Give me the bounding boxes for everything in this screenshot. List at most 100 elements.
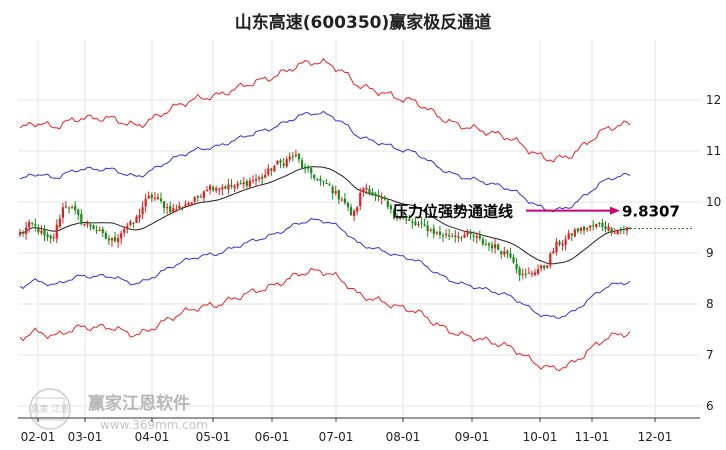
candle-body (454, 235, 457, 237)
candlestick (71, 205, 74, 209)
candlestick (518, 265, 521, 281)
candlestick (530, 270, 534, 278)
candlestick (582, 225, 586, 235)
candle-body (362, 188, 365, 192)
annotation-arrow-icon (610, 206, 620, 215)
candlestick (202, 190, 206, 203)
candlestick (331, 184, 334, 200)
candle-body (153, 197, 156, 199)
candle-body (604, 226, 607, 230)
candle-body (616, 229, 619, 235)
candlestick (162, 200, 166, 214)
candlestick (74, 201, 77, 215)
candle-body (481, 239, 484, 245)
candle-body (570, 233, 573, 236)
x-tick-label: 10-01 (523, 430, 558, 444)
candlestick (267, 164, 270, 177)
candlestick (28, 219, 31, 233)
candlestick (371, 188, 374, 196)
candle-body (273, 165, 276, 172)
candlestick (273, 165, 276, 173)
candle-body (426, 225, 429, 232)
candle-body (120, 233, 123, 239)
candle-body (227, 184, 230, 190)
candle-body (218, 188, 221, 190)
candlestick (561, 240, 564, 251)
candlestick (334, 185, 337, 196)
candle-body (242, 182, 245, 185)
candlestick (113, 232, 117, 243)
candle-body (487, 243, 491, 246)
candlestick (377, 189, 380, 202)
candle-body (589, 225, 592, 228)
x-tick-label: 11-01 (575, 430, 610, 444)
inner-lower-band (19, 217, 631, 319)
candle-body (512, 257, 515, 263)
y-tick-label: 10 (706, 195, 721, 209)
candlestick (282, 157, 285, 169)
candle-body (561, 243, 564, 246)
candle-body (89, 224, 92, 227)
candle-body (356, 207, 359, 212)
y-tick-label: 8 (706, 297, 714, 311)
candlestick (340, 196, 343, 202)
candle-body (533, 272, 537, 275)
candlestick (205, 185, 209, 192)
candle-body (310, 167, 313, 174)
candle-body (245, 181, 248, 186)
candlestick (475, 232, 478, 244)
candle-body (518, 268, 521, 276)
candlestick (300, 157, 304, 169)
candlestick (264, 169, 267, 179)
candlestick (297, 153, 301, 164)
candle-body (294, 154, 297, 156)
candlestick (444, 229, 448, 239)
candle-body (402, 216, 405, 218)
candlestick (92, 224, 95, 230)
candlestick (619, 227, 622, 235)
candlestick (181, 206, 184, 211)
candle-body (251, 180, 255, 182)
y-tick-label: 11 (706, 144, 721, 158)
candle-body (411, 221, 414, 223)
candlestick (144, 193, 147, 213)
annotation-value: 9.8307 (622, 203, 680, 221)
candlestick (399, 216, 402, 221)
candlestick (555, 238, 558, 256)
candlestick (58, 214, 61, 229)
candlestick (218, 187, 221, 196)
candlestick (429, 227, 432, 233)
candle-body (18, 232, 22, 236)
candle-body (527, 272, 530, 274)
candle-body (166, 207, 169, 209)
candle-body (567, 233, 570, 240)
candle-body (77, 209, 80, 215)
candlestick (598, 221, 601, 228)
candlestick (83, 223, 86, 227)
candlestick (448, 228, 451, 241)
candle-body (34, 224, 37, 226)
candlestick (40, 225, 43, 236)
candlestick (564, 235, 567, 251)
candle-body (395, 215, 399, 219)
candlestick (104, 230, 107, 240)
candlestick (319, 175, 322, 186)
candlestick (322, 180, 325, 187)
candle-body (236, 183, 239, 187)
candlestick (34, 218, 37, 232)
candle-body (322, 180, 325, 182)
candlestick (494, 238, 497, 254)
candlestick (46, 231, 49, 242)
candle-body (552, 251, 555, 254)
candle-body (319, 178, 322, 181)
candle-body (28, 222, 31, 228)
candle-body (549, 253, 552, 266)
candlestick (86, 220, 89, 228)
candlestick (506, 249, 509, 259)
x-tick-label: 03-01 (68, 430, 103, 444)
candle-body (313, 174, 316, 179)
candle-body (202, 191, 206, 198)
candle-body (466, 231, 469, 235)
candlestick (441, 232, 445, 242)
candle-body (190, 202, 193, 204)
